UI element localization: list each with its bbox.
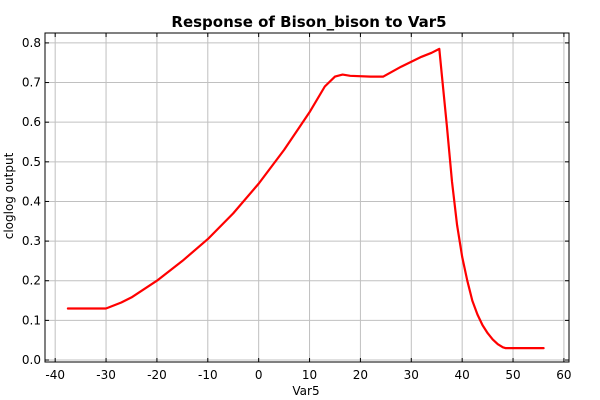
x-tick-label: 40 xyxy=(455,368,470,382)
y-tick-label: 0.4 xyxy=(22,194,41,208)
x-tick-label: 0 xyxy=(255,368,263,382)
y-tick-label: 0.8 xyxy=(22,36,41,50)
y-tick-label: 0.5 xyxy=(22,155,41,169)
response-curve xyxy=(66,47,545,350)
grid xyxy=(45,33,569,362)
x-tick-label: 10 xyxy=(302,368,317,382)
y-tick-label: 0.6 xyxy=(22,115,41,129)
chart-title: Response of Bison_bison to Var5 xyxy=(171,13,446,31)
y-tick-label: 0.7 xyxy=(22,76,41,90)
y-tick-label: 0.3 xyxy=(22,234,41,248)
x-tick-label: 20 xyxy=(353,368,368,382)
y-tick-label: 0.2 xyxy=(22,274,41,288)
plot-frame xyxy=(44,32,570,363)
y-tick-label: 0.0 xyxy=(22,353,41,367)
x-tick-label: -40 xyxy=(45,368,65,382)
tick-layer: -40 -30 -20 -10 0 10 20 30 40 50 60 0.0 0.1 0.2 0.3 0.4… xyxy=(22,33,572,382)
y-tick-label: 0.1 xyxy=(22,313,41,327)
x-tick-label: 50 xyxy=(505,368,520,382)
x-tick-label: -20 xyxy=(147,368,167,382)
x-tick-label: 60 xyxy=(556,368,571,382)
x-tick-label: -30 xyxy=(96,368,116,382)
x-tick-label: -10 xyxy=(198,368,218,382)
y-axis-label: cloglog output xyxy=(2,152,16,239)
x-axis-label: Var5 xyxy=(292,384,319,398)
series-layer xyxy=(66,47,545,350)
x-tick-label: 30 xyxy=(404,368,419,382)
